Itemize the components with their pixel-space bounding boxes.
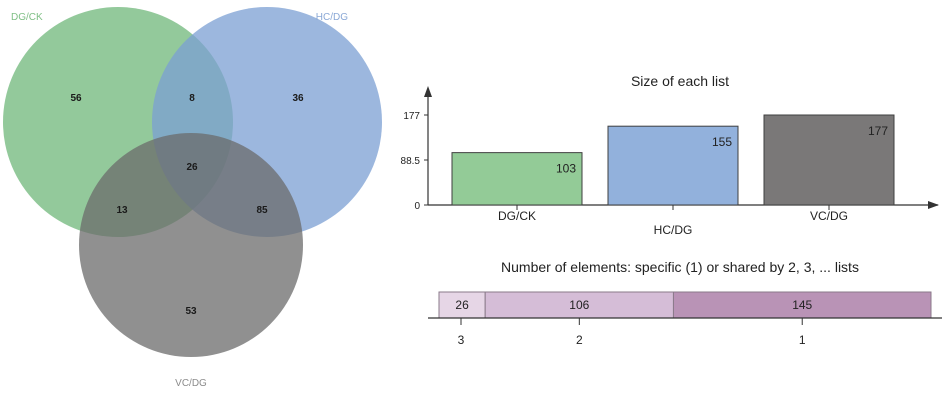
venn-region-dg-ck-and-hc-dg: 8 (189, 93, 195, 104)
strip-chart-title: Number of elements: specific (1) or shar… (501, 259, 859, 275)
y-tick-label: 177 (403, 111, 420, 122)
bar-value-label: 103 (556, 162, 576, 176)
bar-dg-ck (451, 152, 583, 206)
venn-region-dg-ck: 56 (70, 93, 82, 104)
venn-region-dg-ck-and-hc-dg-and-vc-dg: 26 (186, 162, 198, 173)
strip-value-label: 145 (792, 298, 812, 312)
strip-tick-label: 3 (458, 333, 465, 347)
x-category-label: DG/CK (498, 209, 536, 223)
venn-set-label-dg-ck: DG/CK (11, 12, 43, 23)
bar-vc-dg (763, 114, 895, 206)
venn-region-hc-dg-and-vc-dg: 85 (256, 205, 268, 216)
x-category-label: HC/DG (654, 223, 693, 237)
venn-region-vc-dg: 53 (185, 306, 197, 317)
bar-hc-dg (607, 125, 739, 206)
strip-tick-label: 2 (576, 333, 583, 347)
venn-set-label-vc-dg: VC/DG (175, 378, 207, 389)
strip-value-label: 26 (455, 298, 469, 312)
strip-segment-shared-by-3 (438, 291, 486, 319)
y-tick-label: 0 (414, 201, 420, 212)
bar-chart-title: Size of each list (631, 73, 729, 89)
x-category-label: VC/DG (810, 209, 848, 223)
venn-circle-vc-dg (79, 133, 303, 357)
strip-tick-label: 1 (799, 333, 806, 347)
venn-set-label-hc-dg: HC/DG (316, 12, 348, 23)
venn-diagram: DG/CK HC/DG VC/DG 56 36 53 8 13 85 26 (3, 7, 382, 389)
venn-region-hc-dg: 36 (292, 93, 304, 104)
shared-elements-strip-chart: Number of elements: specific (1) or shar… (428, 259, 942, 347)
y-axis-arrow (424, 86, 432, 97)
list-size-bar-chart: Size of each list 0 88.5 177 103 DG/CK 155 HC/D… (401, 73, 939, 237)
bar-value-label: 177 (868, 124, 888, 138)
venn-region-dg-ck-and-vc-dg: 13 (116, 205, 128, 216)
y-tick-label: 88.5 (401, 156, 421, 167)
bar-value-label: 155 (712, 135, 732, 149)
x-axis-arrow (928, 201, 939, 209)
strip-value-label: 106 (569, 298, 589, 312)
